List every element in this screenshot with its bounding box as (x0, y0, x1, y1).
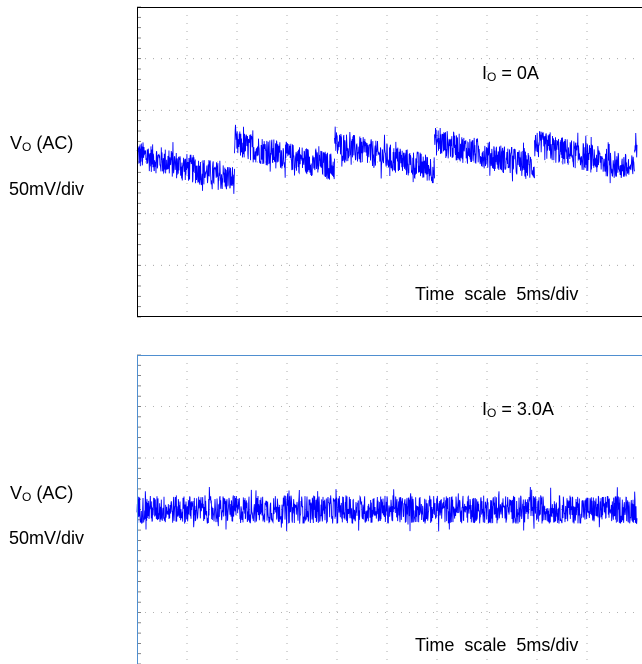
trace-segment (136, 487, 638, 532)
current-annotation: IO = 3.0A (482, 399, 554, 420)
trace-segment (136, 142, 235, 194)
trace-segment (234, 124, 335, 180)
trace (136, 124, 638, 194)
plot-frame (137, 7, 642, 317)
trace-segment (434, 127, 535, 182)
scope-plot: IO = 3.0A Time scale 5ms/div (136, 354, 642, 664)
trace-segment (534, 131, 635, 184)
plot-frame (137, 355, 642, 664)
scope-plot: IO = 0A Time scale 5ms/div (136, 6, 642, 318)
y-axis-label-quantity: VO (AC) (10, 133, 74, 154)
time-scale-label: Time scale 5ms/div (415, 635, 578, 655)
trace (136, 487, 638, 532)
time-scale-label: Time scale 5ms/div (415, 284, 578, 304)
y-axis-label-scale: 50mV/div (9, 179, 85, 199)
trace-segment (334, 126, 435, 184)
y-axis-label-scale: 50mV/div (9, 528, 85, 548)
trace-segment (634, 133, 638, 158)
y-axis-label-quantity: VO (AC) (10, 483, 74, 504)
current-annotation: IO = 0A (482, 63, 539, 84)
